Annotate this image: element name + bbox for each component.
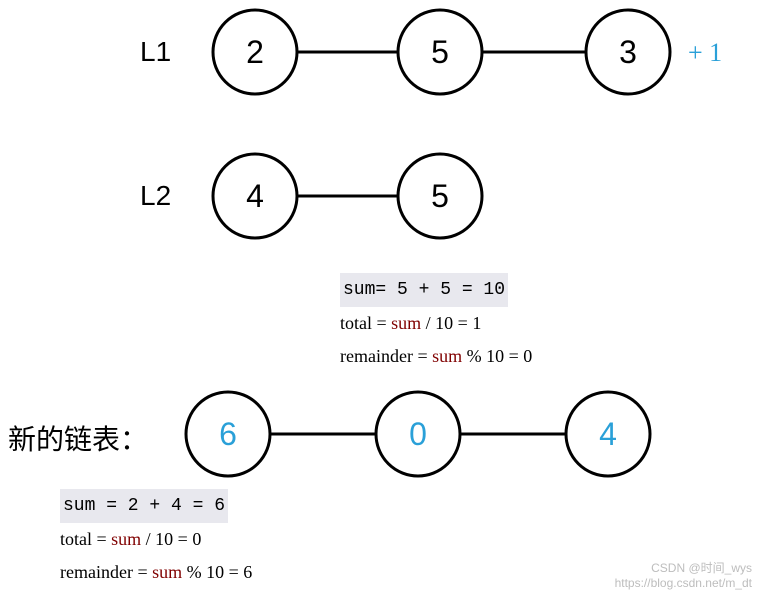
list-node-value: 5: [431, 34, 449, 70]
calc-bottom-remainder: remainder = sum % 10 = 6: [60, 556, 252, 588]
calc-bottom-total: total = sum / 10 = 0: [60, 523, 252, 555]
l2-label: L2: [140, 180, 171, 212]
list-node-value: 4: [246, 178, 264, 214]
calc-block-bottom: sum = 2 + 4 = 6 total = sum / 10 = 0 rem…: [60, 488, 252, 588]
watermark: CSDN @时间_wys https://blog.csdn.net/m_dt: [615, 561, 752, 592]
calc-mid-total: total = sum / 10 = 1: [340, 307, 532, 339]
l1-label: L1: [140, 36, 171, 68]
list-node-value: 3: [619, 34, 637, 70]
list-node-value: 6: [219, 416, 237, 452]
plus-one-suffix: + 1: [688, 38, 722, 68]
calc-bottom-sum: sum = 2 + 4 = 6: [60, 489, 228, 523]
result-label: 新的链表：: [8, 418, 148, 458]
list-node-value: 2: [246, 34, 264, 70]
calc-mid-sum: sum= 5 + 5 = 10: [340, 273, 508, 307]
list-node-value: 0: [409, 416, 427, 452]
list-node-value: 5: [431, 178, 449, 214]
list-node-value: 4: [599, 416, 617, 452]
calc-block-mid: sum= 5 + 5 = 10 total = sum / 10 = 1 rem…: [340, 272, 532, 372]
calc-mid-remainder: remainder = sum % 10 = 0: [340, 340, 532, 372]
